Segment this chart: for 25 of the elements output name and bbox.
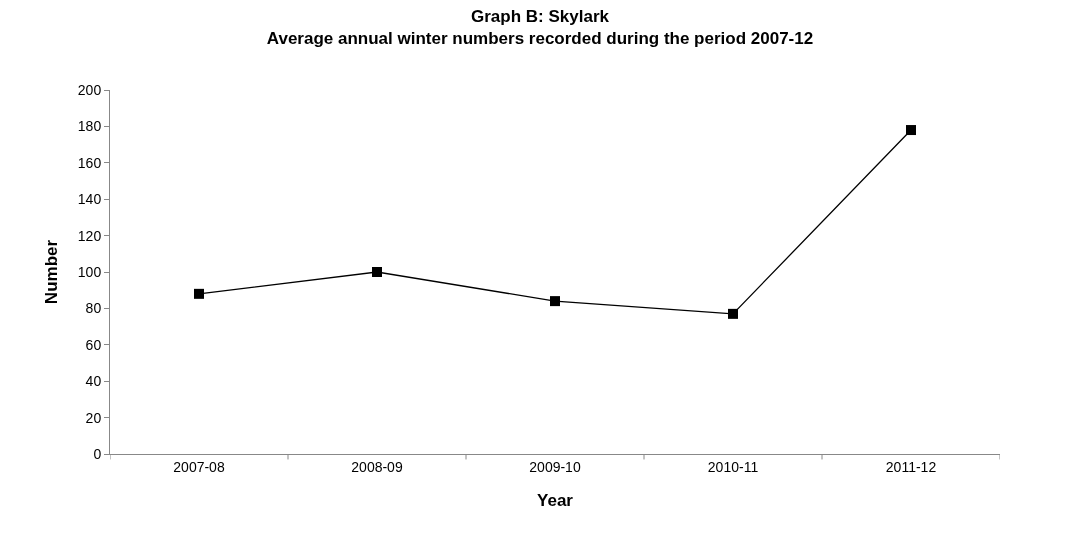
point bbox=[550, 296, 560, 307]
y-tick-label: 140 bbox=[77, 191, 102, 208]
y-tick-label: 160 bbox=[77, 154, 102, 171]
x-tick-label: 2009-10 bbox=[529, 458, 581, 475]
x-tick-label: 2010-11 bbox=[707, 458, 759, 475]
x-tick-label: 2011-12 bbox=[885, 458, 937, 475]
y-tick-label: 0 bbox=[93, 445, 102, 462]
y-tick-label: 120 bbox=[77, 227, 102, 244]
y-tick-label: 40 bbox=[85, 373, 102, 390]
y-tick-label: 200 bbox=[77, 81, 102, 98]
x-tick-label: 2008-09 bbox=[351, 458, 403, 475]
point bbox=[372, 267, 382, 277]
point bbox=[728, 308, 738, 319]
chart-title: Graph B: Skylark bbox=[471, 7, 610, 27]
y-axis-title: Number bbox=[42, 239, 62, 305]
chart-subtitle: Average annual winter numbers recorded during the period 2007-12 bbox=[266, 29, 814, 49]
y-tick-label: 180 bbox=[77, 118, 102, 135]
y-tick-label: 80 bbox=[85, 300, 102, 317]
y-tick-label: 60 bbox=[85, 336, 102, 353]
point bbox=[906, 125, 916, 136]
y-tick-label: 100 bbox=[77, 263, 102, 280]
x-axis-title: Year bbox=[537, 491, 574, 511]
point bbox=[194, 288, 204, 299]
y-tick-label: 20 bbox=[85, 409, 102, 426]
x-tick-label: 2007-08 bbox=[173, 458, 225, 475]
